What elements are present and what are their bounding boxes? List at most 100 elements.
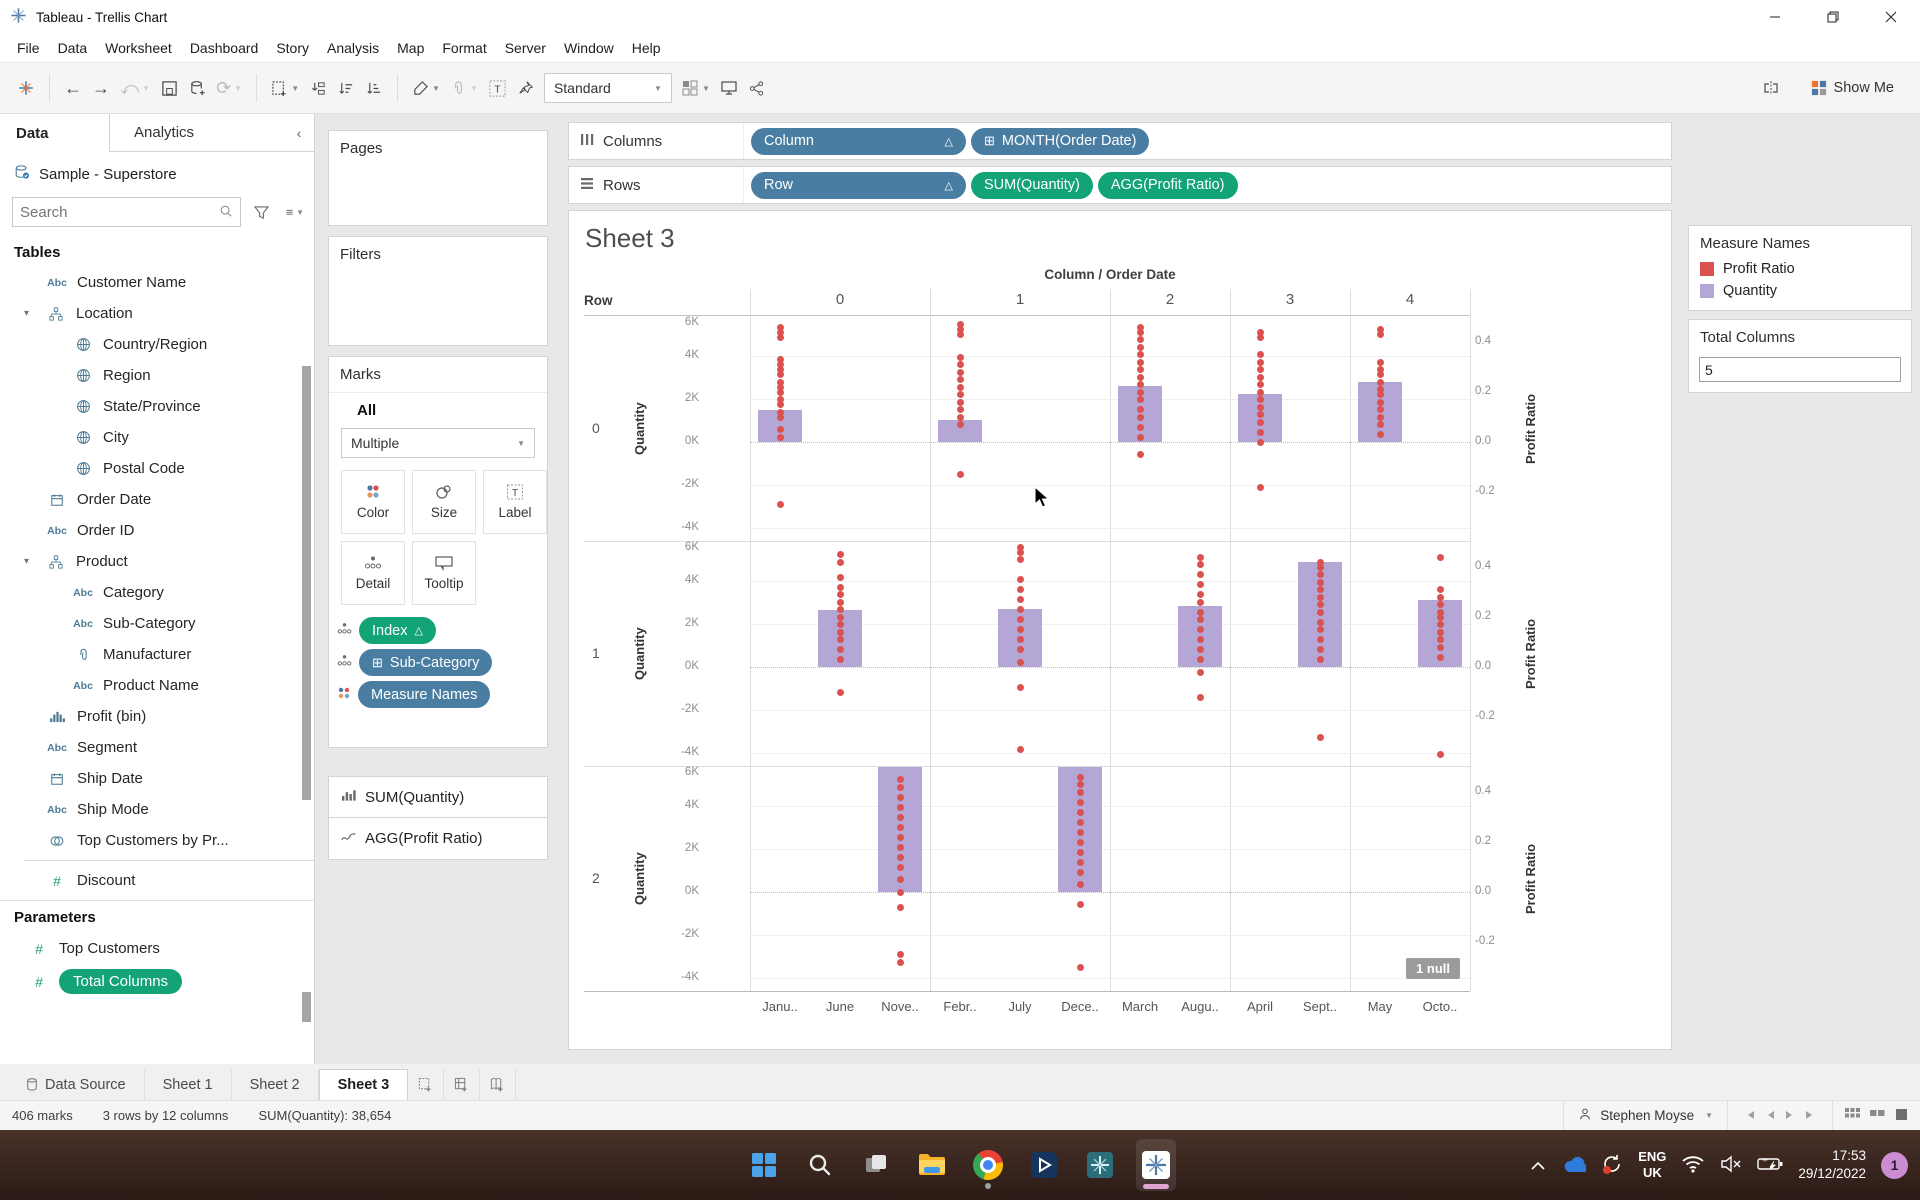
menu-item-dashboard[interactable]: Dashboard <box>189 40 259 56</box>
tab-sheet-1[interactable]: Sheet 1 <box>145 1069 232 1100</box>
chrome-icon[interactable] <box>968 1139 1008 1191</box>
sync-icon[interactable] <box>1601 1153 1623 1178</box>
chevron-down-icon[interactable]: ▾ <box>24 556 30 567</box>
field-customer-name[interactable]: Abc Customer Name <box>47 274 187 291</box>
quantity-marks-section[interactable]: SUM(Quantity) <box>328 776 548 818</box>
field-sub-category[interactable]: Abc Sub-Category <box>73 615 196 632</box>
field-country-region[interactable]: Country/Region <box>0 329 314 360</box>
filters-card[interactable]: Filters <box>328 236 548 346</box>
fix-axes-button[interactable] <box>512 72 540 104</box>
view-options-button[interactable]: ▼ <box>281 196 309 228</box>
onedrive-icon[interactable] <box>1560 1155 1588 1175</box>
show-tabs-view-button[interactable] <box>1845 1107 1860 1124</box>
legend-item-profit-ratio[interactable]: Profit Ratio <box>1689 258 1911 280</box>
redo-button[interactable]: → <box>87 72 115 104</box>
datasource-item[interactable]: Sample - Superstore <box>0 152 314 194</box>
swap-rows-columns-button[interactable] <box>304 72 332 104</box>
expand-hierarchy-icon[interactable]: ⊞ <box>372 654 383 670</box>
field-state-province[interactable]: State/Province <box>0 391 314 422</box>
filter-fields-button[interactable] <box>247 196 275 228</box>
menu-item-format[interactable]: Format <box>442 40 487 56</box>
columns-pill-column[interactable]: Column △ <box>751 127 966 155</box>
field-category[interactable]: Abc Category <box>73 584 164 601</box>
tray-expand-icon[interactable] <box>1531 1158 1545 1173</box>
rows-pill-sum-quantity-[interactable]: SUM(Quantity) <box>971 171 1093 199</box>
flip-orientation-button[interactable] <box>1757 72 1785 104</box>
chevron-down-icon[interactable]: ▾ <box>24 308 30 319</box>
wifi-icon[interactable] <box>1681 1155 1705 1176</box>
detail-button[interactable]: Detail <box>341 541 405 605</box>
refresh-datasource-button[interactable]: ⟳ ▼ <box>211 72 247 104</box>
first-page-button[interactable] <box>1744 1108 1756 1123</box>
replay-button[interactable]: ⤺ ▼ <box>115 72 155 104</box>
collapse-pane-button[interactable]: ‹ <box>284 114 314 152</box>
size-button[interactable]: Size <box>412 470 476 534</box>
legend-item-quantity[interactable]: Quantity <box>1689 280 1911 302</box>
field-segment[interactable]: Abc Segment <box>47 739 138 756</box>
marks-pill-index[interactable]: Index △ <box>359 617 436 644</box>
fit-selector[interactable]: Standard ▼ <box>543 73 672 103</box>
sort-descending-button[interactable] <box>360 72 388 104</box>
marks-scope-all[interactable]: All <box>329 392 547 428</box>
rows-pill-agg-profit-ratio-[interactable]: AGG(Profit Ratio) <box>1097 171 1238 199</box>
save-button[interactable] <box>155 72 183 104</box>
parameter-total-columns[interactable]: # Total Columns <box>0 965 314 998</box>
menu-item-analysis[interactable]: Analysis <box>327 40 380 56</box>
user-account-menu[interactable]: Stephen Moyse ▼ <box>1563 1101 1728 1130</box>
show-me-button[interactable]: Show Me <box>1811 80 1908 96</box>
pages-card[interactable]: Pages <box>328 130 548 226</box>
total-columns-input[interactable] <box>1699 357 1901 382</box>
start-button[interactable] <box>744 1139 784 1191</box>
marks-pill-sub-category[interactable]: ⊞ Sub-Category <box>359 649 493 676</box>
menu-item-file[interactable]: File <box>17 40 40 56</box>
search-input[interactable] <box>20 203 219 221</box>
tableau-desktop-icon[interactable] <box>1136 1139 1176 1191</box>
tab-data[interactable]: Data <box>0 114 110 152</box>
battery-icon[interactable] <box>1757 1157 1783 1174</box>
task-view-icon[interactable] <box>856 1139 896 1191</box>
new-worksheet-button[interactable]: ▼ <box>266 72 304 104</box>
tab-sheet-3[interactable]: Sheet 3 <box>318 1069 409 1100</box>
show-sheet-view-button[interactable] <box>1895 1108 1908 1124</box>
menu-item-window[interactable]: Window <box>563 40 614 56</box>
visualization-canvas[interactable]: Sheet 3 Column / Order Date 0 1 2 3 4 Row 0 Quan… <box>568 210 1672 1050</box>
taskbar-search-icon[interactable] <box>800 1139 840 1191</box>
show-filmstrip-view-button[interactable] <box>1870 1108 1885 1124</box>
parameters-scrollbar[interactable] <box>302 992 311 1022</box>
undo-button[interactable]: ← <box>59 72 87 104</box>
new-worksheet-tab-button[interactable] <box>408 1069 445 1100</box>
menu-item-data[interactable]: Data <box>57 40 88 56</box>
field-city[interactable]: City <box>0 422 314 453</box>
language-indicator[interactable]: ENG UK <box>1638 1149 1667 1180</box>
highlight-button[interactable]: ▼ <box>407 72 445 104</box>
null-indicator[interactable]: 1 null <box>1406 958 1460 979</box>
menu-item-help[interactable]: Help <box>631 40 661 56</box>
field-top-customers-by-pr-[interactable]: Top Customers by Pr... <box>0 825 314 856</box>
restore-button[interactable] <box>1804 0 1862 34</box>
menu-item-server[interactable]: Server <box>504 40 546 56</box>
taskbar-clock[interactable]: 17:53 29/12/2022 <box>1798 1148 1866 1181</box>
menu-item-worksheet[interactable]: Worksheet <box>105 40 172 56</box>
show-mark-labels-button[interactable]: T <box>483 72 512 104</box>
tab-data-source[interactable]: Data Source <box>8 1069 145 1100</box>
parameter-top-customers[interactable]: # Top Customers <box>35 940 160 957</box>
profit-ratio-marks-section[interactable]: AGG(Profit Ratio) <box>328 818 548 860</box>
label-button[interactable]: T Label <box>483 470 547 534</box>
field-discount[interactable]: # Discount <box>53 872 136 889</box>
menu-item-story[interactable]: Story <box>276 40 309 56</box>
show-hide-cards-button[interactable]: ▼ <box>676 72 715 104</box>
mark-type-dropdown[interactable]: Multiple ▼ <box>341 428 535 458</box>
field-order-date[interactable]: Order Date <box>0 484 314 515</box>
columns-shelf[interactable]: Columns Column △ ⊞ MONTH(Order Date) <box>568 122 1672 160</box>
minimize-button[interactable] <box>1746 0 1804 34</box>
sort-ascending-button[interactable] <box>332 72 360 104</box>
field-manufacturer[interactable]: Manufacturer <box>0 639 314 670</box>
presentation-mode-button[interactable] <box>715 72 743 104</box>
marks-pill-measure-names[interactable]: Measure Names <box>358 681 491 708</box>
rows-shelf[interactable]: Rows Row △ SUM(Quantity) AGG(Profit Ratio) <box>568 166 1672 204</box>
notification-badge[interactable]: 1 <box>1881 1151 1908 1179</box>
color-button[interactable]: Color <box>341 470 405 534</box>
field-region[interactable]: Region <box>0 360 314 391</box>
rows-pill-row[interactable]: Row △ <box>751 171 966 199</box>
media-player-icon[interactable] <box>1024 1139 1064 1191</box>
